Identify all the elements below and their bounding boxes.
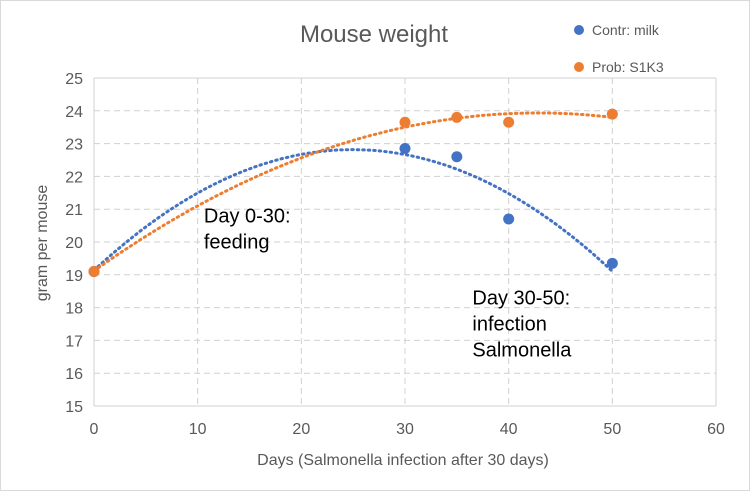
x-tick-label: 40 — [500, 421, 518, 438]
grid-lines — [93, 77, 717, 407]
legend-marker-prob-s1k3 — [574, 62, 584, 72]
data-point-0 — [606, 257, 618, 269]
x-tick-label: 30 — [396, 421, 414, 438]
annotations: Day 0-30: feeding Day 30-50: infection Salmo… — [204, 205, 572, 361]
annotation-line: Day 30-50: — [472, 287, 570, 309]
data-point-0 — [451, 151, 463, 163]
x-tick-label: 10 — [189, 421, 207, 438]
data-point-1 — [451, 111, 463, 123]
trendline-0 — [92, 148, 614, 273]
x-axis-label: Days (Salmonella infection after 30 days… — [257, 452, 549, 469]
annotation-1: Day 30-50: infection Salmonella — [472, 287, 572, 361]
annotation-0: Day 0-30: feeding — [204, 205, 291, 253]
y-tick-label: 23 — [65, 137, 83, 154]
data-points — [88, 108, 618, 278]
chart-title: Mouse weight — [300, 21, 448, 48]
trendlines — [92, 111, 614, 273]
legend: Contr: milk Prob: S1K3 — [574, 22, 664, 75]
x-tick-labels: 0 10 20 30 40 50 60 — [90, 421, 725, 438]
annotation-line: Day 0-30: — [204, 205, 291, 227]
legend-marker-contr-milk — [574, 25, 584, 35]
annotation-line: Salmonella — [472, 339, 572, 361]
data-point-1 — [606, 108, 618, 120]
y-axis-label: gram per mouse — [34, 185, 51, 302]
y-tick-label: 18 — [65, 301, 83, 318]
annotation-line: feeding — [204, 231, 270, 253]
x-tick-label: 50 — [603, 421, 621, 438]
legend-item-contr-milk: Contr: milk — [574, 22, 660, 38]
data-point-1 — [503, 116, 515, 128]
y-tick-label: 15 — [65, 399, 83, 416]
data-point-0 — [399, 143, 411, 155]
legend-label-prob-s1k3: Prob: S1K3 — [592, 59, 664, 75]
y-tick-label: 22 — [65, 169, 83, 186]
trendline-1 — [92, 111, 614, 273]
annotation-line: infection — [472, 313, 546, 335]
legend-item-prob-s1k3: Prob: S1K3 — [574, 59, 664, 75]
y-tick-label: 17 — [65, 333, 83, 350]
y-tick-label: 19 — [65, 268, 83, 285]
data-point-1 — [88, 266, 100, 278]
y-tick-label: 24 — [65, 104, 83, 121]
legend-label-contr-milk: Contr: milk — [592, 22, 660, 38]
data-point-0 — [503, 213, 515, 225]
x-tick-label: 20 — [292, 421, 310, 438]
y-tick-label: 21 — [65, 202, 83, 219]
y-tick-label: 16 — [65, 366, 83, 383]
x-tick-label: 60 — [707, 421, 725, 438]
data-point-1 — [399, 116, 411, 128]
y-tick-label: 20 — [65, 235, 83, 252]
y-tick-label: 25 — [65, 71, 83, 88]
x-tick-label: 0 — [90, 421, 99, 438]
y-tick-labels: 15 16 17 18 19 20 21 22 23 24 25 — [65, 71, 83, 416]
